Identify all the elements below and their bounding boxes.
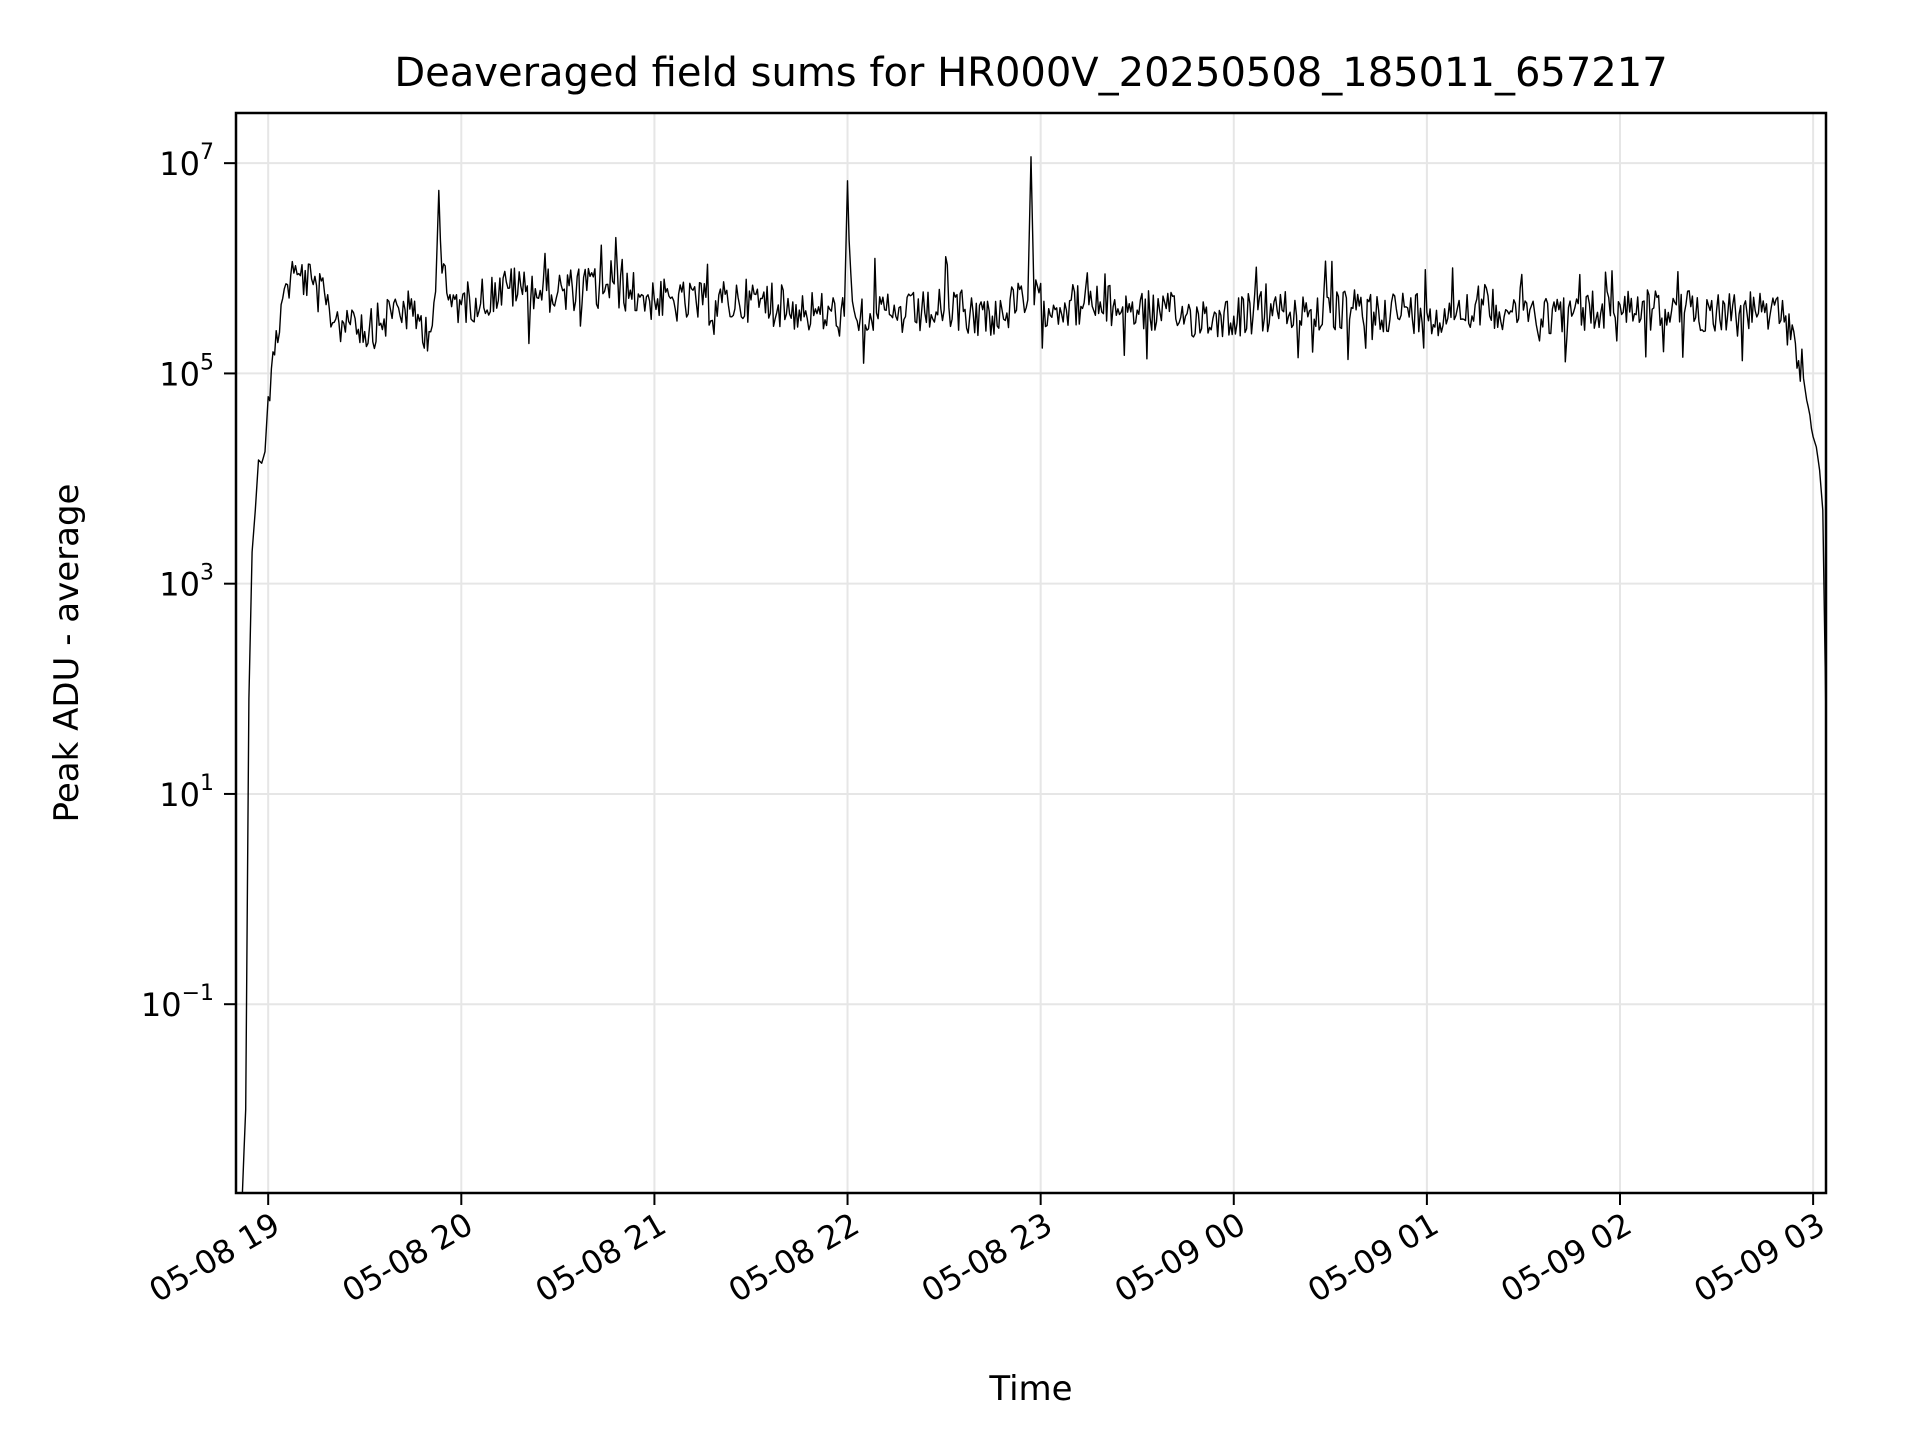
y-tick-exponent: 7: [200, 140, 214, 165]
y-axis-label: Peak ADU - average: [47, 484, 87, 823]
chart-title: Deaveraged field sums for HR000V_2025050…: [394, 50, 1667, 96]
x-tick-label: 05-09 00: [1108, 1205, 1252, 1310]
x-tick-label: 05-08 22: [722, 1205, 866, 1310]
x-tick-label: 05-08 23: [915, 1205, 1059, 1310]
x-axis-label: Time: [988, 1369, 1072, 1409]
y-tick-label: 103: [159, 561, 214, 604]
y-tick-exponent: 5: [200, 350, 214, 375]
y-tick-exponent: 3: [200, 561, 214, 586]
plot-frame: [234, 111, 1828, 1195]
x-tick-label: 05-09 01: [1301, 1205, 1445, 1310]
y-tick-base: 10: [141, 986, 182, 1024]
y-tick-base: 10: [159, 776, 200, 814]
x-tick-label: 05-08 19: [143, 1205, 287, 1310]
x-axis: 05-08 19 05-08 20 05-08 21 05-08 22 05-08 23…: [143, 1193, 1832, 1310]
series-line: [241, 156, 1827, 1194]
y-tick-exponent: 1: [200, 771, 214, 796]
x-tick-label: 05-09 03: [1688, 1205, 1832, 1310]
y-tick-label: 101: [159, 771, 214, 814]
y-tick-base: 10: [159, 355, 200, 393]
x-tick-label: 05-09 02: [1494, 1205, 1638, 1310]
y-tick-label: 107: [159, 140, 214, 183]
y-tick-label: 105: [159, 350, 214, 393]
grid: [236, 113, 1826, 1193]
y-tick-label: 10−1: [141, 981, 214, 1024]
y-tick-exponent: −1: [182, 981, 214, 1006]
x-tick-label: 05-08 21: [529, 1205, 673, 1310]
y-tick-base: 10: [159, 145, 200, 183]
y-tick-base: 10: [159, 566, 200, 604]
x-tick-label: 05-08 20: [336, 1205, 480, 1310]
